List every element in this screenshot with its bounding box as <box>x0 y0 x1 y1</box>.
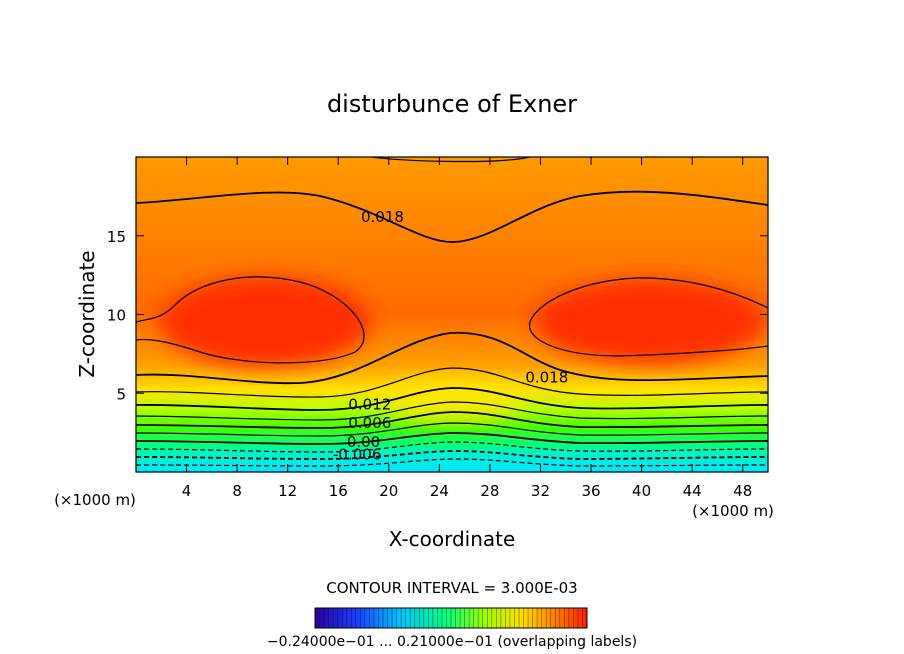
bottom-cyan <box>136 452 768 472</box>
contour-label: 0.00 <box>347 433 380 451</box>
x-axis: 4 8 12 16 20 24 28 32 36 40 44 48 <box>182 157 752 500</box>
x-tick-label: 36 <box>581 482 600 500</box>
contour-top <box>371 157 531 163</box>
maximum-right <box>535 280 765 364</box>
y-tick-label: 10 <box>107 307 126 325</box>
colorbar-labels: −0.24000e−01 ... 0.21000e−01 (overlappin… <box>267 634 637 650</box>
x-unit-right: (×1000 m) <box>692 502 774 520</box>
x-unit-left: (×1000 m) <box>54 491 136 509</box>
x-tick-label: 32 <box>531 482 550 500</box>
x-tick-label: 28 <box>480 482 499 500</box>
contour-0.006 <box>136 411 768 429</box>
contour-0.009 <box>136 401 768 421</box>
x-tick-label: 48 <box>733 482 752 500</box>
y-axis: 5 10 15 <box>107 228 768 403</box>
contour-lines <box>136 157 768 467</box>
contour-0.018-upper <box>136 190 768 243</box>
contour-interval-label: CONTOUR INTERVAL = 3.000E-03 <box>326 579 577 597</box>
contour-label: -0.006 <box>333 446 381 464</box>
x-tick-label: 24 <box>430 482 449 500</box>
contour-0.00 <box>136 432 768 445</box>
colorbar: −0.24000e−01 ... 0.21000e−01 (overlappin… <box>267 607 637 650</box>
contour-0.015 <box>136 367 768 398</box>
contour-neg-0.003 <box>136 441 768 453</box>
central-bulge <box>382 378 522 422</box>
colorbar-ticks <box>314 608 588 628</box>
contour-label: 0.018 <box>361 208 404 226</box>
x-tick-label: 4 <box>182 482 192 500</box>
contour-0.003 <box>136 422 768 437</box>
maximum-left <box>160 277 370 367</box>
x-tick-label: 16 <box>329 482 348 500</box>
chart-title: disturbunce of Exner <box>327 90 577 118</box>
contour-neg-0.009 <box>136 458 768 467</box>
y-tick-label: 15 <box>107 228 126 246</box>
x-tick-label: 12 <box>278 482 297 500</box>
x-tick-label: 40 <box>632 482 651 500</box>
contour-label: 0.018 <box>525 369 568 387</box>
x-tick-label: 44 <box>683 482 702 500</box>
x-tick-label: 20 <box>379 482 398 500</box>
contour-inner-left <box>136 276 365 364</box>
y-tick-label: 5 <box>116 385 126 403</box>
contour-0.018-lower <box>136 331 768 385</box>
contour-0.012 <box>136 387 768 411</box>
y-axis-label: Z-coordinate <box>75 250 99 377</box>
x-axis-label: X-coordinate <box>389 527 516 551</box>
contour-label: 0.006 <box>348 414 391 432</box>
x-tick-label: 8 <box>232 482 242 500</box>
contour-inner-right <box>529 277 768 357</box>
contour-label: 0.012 <box>348 395 391 413</box>
contour-neg-0.006 <box>136 450 768 460</box>
